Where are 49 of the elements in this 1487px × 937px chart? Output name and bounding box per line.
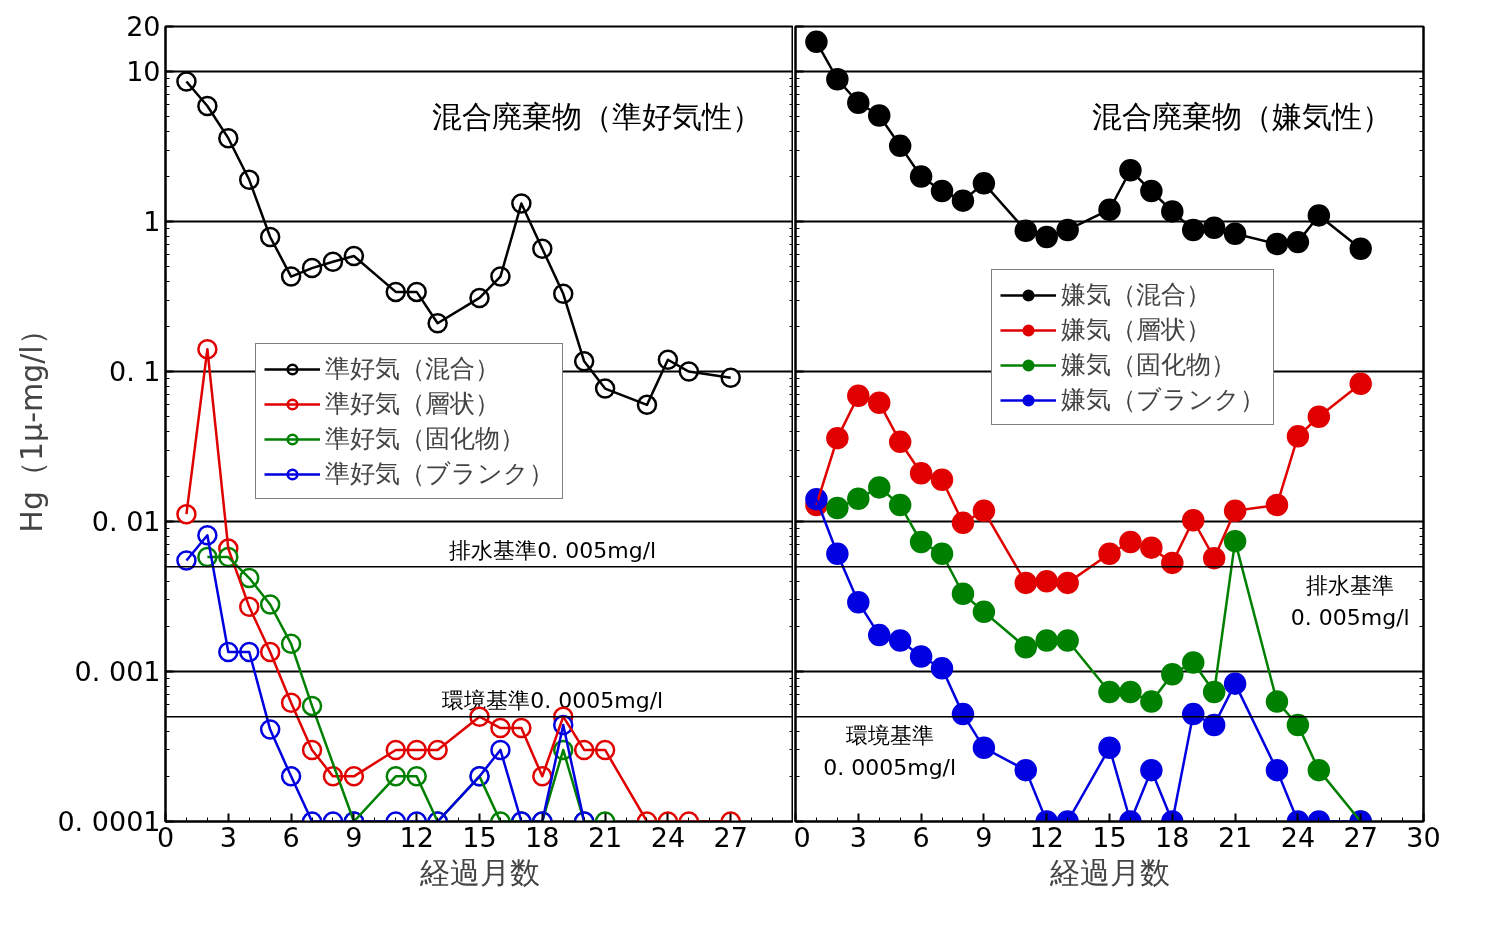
x-tick-label: 18 [525, 821, 560, 853]
x-tick-label: 9 [975, 821, 993, 853]
y-tick-label: 1 [143, 206, 161, 238]
x-tick-label: 21 [587, 821, 623, 853]
x-tick-label: 27 [1343, 821, 1378, 853]
x-tick-label: 18 [1155, 821, 1190, 853]
legend-label: 準好気（混合） [325, 353, 500, 385]
point [176, 71, 197, 92]
x-tick-label: 21 [1217, 821, 1253, 853]
y-tick-label: 0. 001 [74, 656, 161, 688]
x-tick-label: 15 [1092, 821, 1127, 853]
y-axis-title: Hg（1μ-mg/l） [14, 315, 50, 533]
y-tick-label: 0. 01 [91, 506, 161, 538]
text: 混合廃棄物（準好気性） [432, 99, 763, 135]
x-axis-title: 経過月数 [1048, 854, 1170, 890]
x-tick-label: 15 [462, 821, 497, 853]
y-tick-label: 0. 1 [108, 356, 161, 388]
ref-line-label: 環境基準 0. 0005mg/l [823, 722, 957, 781]
x-tick-label: 24 [1280, 821, 1316, 853]
ref-line-label: 排水基準 0. 005mg/l [1290, 572, 1410, 631]
point [1349, 372, 1372, 395]
y-tick-label: 10 [126, 56, 161, 88]
x-tick-label: 3 [849, 821, 867, 853]
point [176, 503, 197, 525]
x-tick-label: 6 [912, 821, 930, 853]
x-tick-label: 6 [282, 821, 300, 853]
x-axis-title: 経過月数 [418, 854, 540, 890]
legend-label: 嫌気（固化物） [1061, 349, 1236, 381]
legend-label: 嫌気（混合） [1061, 279, 1211, 311]
legend-label: 嫌気（ブランク） [1061, 384, 1265, 416]
x-tick-label: 12 [399, 821, 434, 853]
legend-label: 準好気（固化物） [325, 423, 525, 455]
legend-label: 嫌気（層状） [1061, 314, 1211, 346]
legend-label: 準好気（層状） [325, 388, 500, 420]
point [826, 496, 849, 520]
x-tick-label: 9 [345, 821, 363, 853]
legend-label: 準好気（ブランク） [325, 458, 554, 490]
ref-line-label: 排水基準0. 005mg/l [449, 537, 657, 563]
x-tick-label: 30 [1406, 821, 1441, 853]
x-tick-label: 0 [793, 821, 811, 853]
x-tick-label: 12 [1029, 821, 1064, 853]
point [1349, 237, 1372, 260]
x-tick-label: 3 [219, 821, 237, 853]
y-tick-label: 20 [126, 11, 161, 42]
text: 混合廃棄物（嫌気性） [1092, 99, 1393, 135]
point [720, 367, 741, 388]
point [805, 30, 828, 54]
x-tick-label: 24 [650, 821, 686, 853]
x-tick-label: 27 [713, 821, 748, 853]
